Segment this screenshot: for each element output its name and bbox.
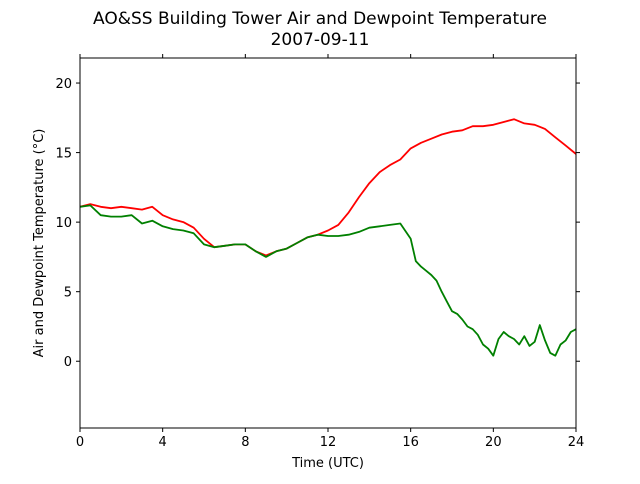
y-axis-label: Air and Dewpoint Temperature (°C) [32,129,47,358]
x-tick-label-1: 4 [159,435,167,450]
x-tick-label-0: 0 [76,435,84,450]
y-tick-label-0: 0 [64,355,72,370]
y-tick-label-4: 20 [55,77,72,92]
y-tick-label-3: 15 [55,147,72,162]
series-line-1 [79,204,577,357]
chart-subtitle: 2007-09-11 [271,30,370,50]
x-tick-label-2: 8 [241,435,249,450]
x-tick-label-6: 24 [568,435,585,450]
x-axis-label: Time (UTC) [291,456,364,471]
x-tick-label-4: 16 [402,435,419,450]
ticks-layer: 0 4 8 12 16 20 24 0 5 10 15 20 [55,54,584,450]
y-tick-label-1: 5 [64,286,72,301]
chart-title: AO&SS Building Tower Air and Dewpoint Te… [93,9,547,29]
series-line-0 [79,118,577,257]
x-tick-label-3: 12 [320,435,337,450]
series-layer [79,118,577,357]
y-tick-label-2: 10 [55,216,72,231]
x-tick-label-5: 20 [485,435,502,450]
